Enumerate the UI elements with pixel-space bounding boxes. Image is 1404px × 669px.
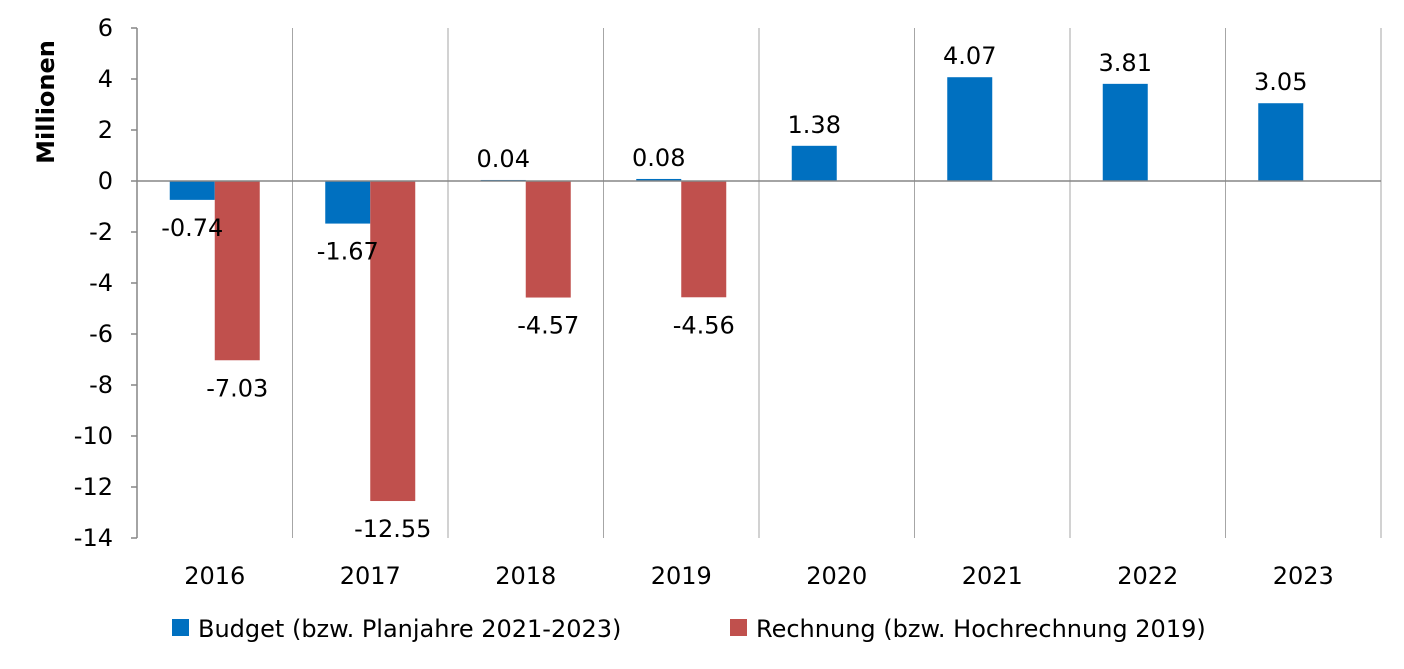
bar-budget-2021: [947, 77, 993, 181]
data-label: -12.55: [354, 515, 431, 543]
x-tick-label: 2017: [340, 562, 401, 590]
x-tick-label: 2019: [651, 562, 712, 590]
bar-budget-2019: [636, 178, 682, 181]
axes: 6 4 2 0 -2 -4 -6 -8 -10 -12 -14 2016 2017 2018 2019 202…: [74, 14, 1381, 590]
data-label: 0.04: [477, 145, 530, 173]
data-label: -4.56: [673, 311, 735, 339]
bar-budget-2016: [169, 181, 215, 200]
y-tick-label: 0: [98, 167, 113, 195]
legend-swatch-rechnung: [730, 619, 747, 636]
bar-rechnung-2018: [525, 181, 571, 298]
bar-rechnung-2016: [214, 181, 260, 361]
x-tick-label: 2016: [184, 562, 245, 590]
x-tick-label: 2020: [806, 562, 867, 590]
x-tick-label: 2022: [1117, 562, 1178, 590]
y-tick-label: -2: [89, 218, 113, 246]
legend-label-budget: Budget (bzw. Planjahre 2021-2023): [198, 615, 621, 643]
y-tick-label: -8: [89, 371, 113, 399]
data-label: -7.03: [206, 374, 268, 402]
data-labels: -0.74 -1.67 0.04 0.08 1.38 4.07 3.81 3.05 -7.03 -…: [161, 42, 1307, 543]
x-tick-label: 2021: [962, 562, 1023, 590]
y-tick-label: 6: [98, 14, 113, 42]
bar-budget-2017: [325, 181, 371, 224]
y-tick-label: -14: [74, 524, 113, 552]
data-label: 0.08: [632, 144, 685, 172]
legend-swatch-budget: [172, 619, 189, 636]
x-tick-label: 2018: [495, 562, 556, 590]
y-tick-label: 4: [98, 65, 113, 93]
data-label: 1.38: [788, 111, 841, 139]
y-tick-label: 2: [98, 116, 113, 144]
data-label: 3.05: [1254, 68, 1307, 96]
legend: Budget (bzw. Planjahre 2021-2023) Rechnun…: [172, 615, 1206, 643]
x-tick-label: 2023: [1273, 562, 1334, 590]
data-label: -1.67: [317, 238, 379, 266]
legend-label-rechnung: Rechnung (bzw. Hochrechnung 2019): [756, 615, 1206, 643]
bar-budget-2023: [1258, 103, 1304, 181]
y-tick-label: -10: [74, 422, 113, 450]
bar-budget-2022: [1102, 83, 1148, 181]
y-tick-label: -4: [89, 269, 113, 297]
data-label: -4.57: [517, 312, 579, 340]
data-label: -0.74: [161, 214, 223, 242]
bar-rechnung-2017: [370, 181, 416, 502]
data-label: 4.07: [943, 42, 996, 70]
data-label: 3.81: [1099, 49, 1152, 77]
bars: [169, 77, 1304, 502]
bar-budget-2020: [791, 145, 837, 181]
y-tick-label: -6: [89, 320, 113, 348]
gridlines: [292, 28, 1382, 538]
y-axis-title: Millionen: [32, 40, 60, 164]
y-tick-label: -12: [74, 473, 113, 501]
bar-rechnung-2019: [681, 181, 727, 298]
